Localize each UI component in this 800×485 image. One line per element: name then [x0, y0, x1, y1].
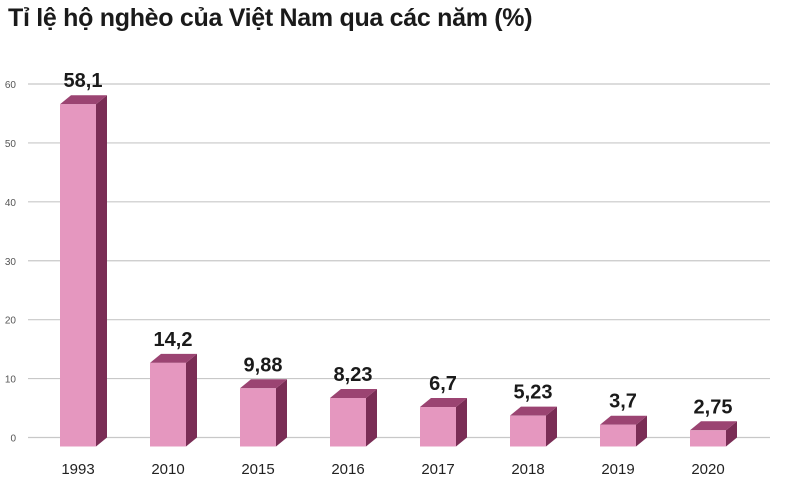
bar-side: [366, 389, 377, 447]
data-label: 58,1: [64, 70, 103, 92]
y-tick-label: 20: [5, 316, 17, 327]
y-tick-label: 40: [5, 198, 17, 209]
chart-title: Tỉ lệ hộ nghèo của Việt Nam qua các năm …: [8, 4, 533, 32]
bar-front: [600, 424, 636, 447]
bar-front: [60, 104, 96, 447]
bar-side: [96, 95, 107, 447]
y-axis-ticks: 0 10 20 30 40 50 60: [5, 80, 17, 445]
x-tick-label: 2016: [331, 461, 364, 478]
bar-side: [726, 421, 737, 447]
data-label: 9,88: [244, 354, 283, 376]
y-tick-label: 60: [5, 80, 17, 91]
bar-side: [636, 415, 647, 447]
x-tick-label: 2019: [601, 461, 634, 478]
data-label: 14,2: [154, 329, 193, 351]
bar-2018: [510, 406, 557, 447]
bar-side: [546, 406, 557, 447]
bars: [60, 95, 737, 447]
data-label: 5,23: [514, 382, 553, 404]
bar-side: [186, 353, 197, 447]
bar-top: [60, 95, 107, 105]
bar-side: [276, 379, 287, 447]
bar-2015: [240, 379, 287, 447]
y-tick-label: 10: [5, 375, 17, 386]
x-tick-label: 2010: [151, 461, 184, 478]
bar-2010: [150, 353, 197, 447]
bar-1993: [60, 95, 107, 447]
y-tick-label: 0: [10, 434, 16, 445]
data-label: 3,7: [609, 391, 637, 413]
bar-top: [330, 389, 377, 399]
bar-2020: [690, 421, 737, 447]
bar-top: [420, 398, 467, 408]
x-tick-label: 1993: [61, 461, 94, 478]
y-tick-label: 50: [5, 139, 17, 150]
gridlines: [28, 83, 770, 439]
bar-front: [150, 362, 186, 447]
bar-side: [456, 398, 467, 447]
data-label: 2,75: [694, 396, 733, 418]
bar-2016: [330, 389, 377, 447]
bar-front: [330, 398, 366, 447]
bar-top: [150, 353, 197, 363]
x-tick-label: 2020: [691, 461, 724, 478]
data-label: 6,7: [429, 373, 457, 395]
bar-top: [600, 415, 647, 425]
x-tick-label: 2017: [421, 461, 454, 478]
bar-2019: [600, 415, 647, 447]
bar-top: [690, 421, 737, 431]
bar-front: [510, 415, 546, 447]
x-tick-label: 2018: [511, 461, 544, 478]
bar-top: [510, 406, 557, 416]
bar-front: [240, 388, 276, 447]
bar-front: [420, 407, 456, 447]
data-label: 8,23: [334, 364, 373, 386]
x-tick-label: 2015: [241, 461, 274, 478]
bar-front: [690, 430, 726, 447]
bar-2017: [420, 398, 467, 447]
bar-top: [240, 379, 287, 389]
y-tick-label: 30: [5, 257, 17, 268]
data-labels: 58,1 14,2 9,88 8,23 6,7 5,23 3,7 2,75: [64, 70, 733, 418]
x-axis-ticks: 1993 2010 2015 2016 2017 2018 2019 2020: [61, 461, 724, 478]
